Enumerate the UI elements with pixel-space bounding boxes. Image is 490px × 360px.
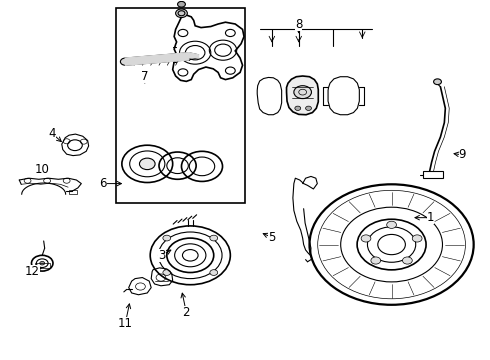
Circle shape (177, 1, 185, 7)
Polygon shape (287, 76, 318, 115)
Circle shape (121, 58, 130, 65)
Circle shape (210, 270, 218, 275)
Circle shape (175, 9, 187, 18)
Bar (423, 171, 443, 178)
Text: 6: 6 (99, 177, 107, 190)
Circle shape (412, 235, 422, 242)
Circle shape (306, 106, 312, 111)
Text: 9: 9 (459, 148, 466, 161)
Text: 11: 11 (118, 317, 133, 330)
Text: 1: 1 (427, 211, 435, 224)
Text: 5: 5 (268, 231, 275, 244)
Text: 2: 2 (183, 306, 190, 319)
Circle shape (434, 79, 441, 85)
Bar (35, 263, 49, 267)
Circle shape (140, 158, 155, 170)
Text: 3: 3 (158, 249, 166, 262)
Text: 12: 12 (25, 265, 40, 278)
Circle shape (294, 86, 312, 99)
Circle shape (163, 235, 171, 241)
Circle shape (371, 257, 381, 264)
Circle shape (40, 261, 45, 265)
Circle shape (402, 257, 412, 264)
Polygon shape (125, 53, 189, 65)
Polygon shape (189, 53, 198, 58)
Circle shape (295, 106, 301, 111)
Bar (116, 8, 245, 203)
Text: 4: 4 (48, 127, 56, 140)
Circle shape (387, 221, 396, 228)
Text: 7: 7 (141, 69, 148, 82)
Circle shape (178, 0, 184, 1)
Circle shape (361, 235, 371, 242)
Bar (69, 190, 77, 194)
Text: 8: 8 (295, 18, 302, 31)
Text: 10: 10 (35, 163, 49, 176)
Circle shape (163, 270, 171, 275)
Circle shape (210, 235, 218, 241)
